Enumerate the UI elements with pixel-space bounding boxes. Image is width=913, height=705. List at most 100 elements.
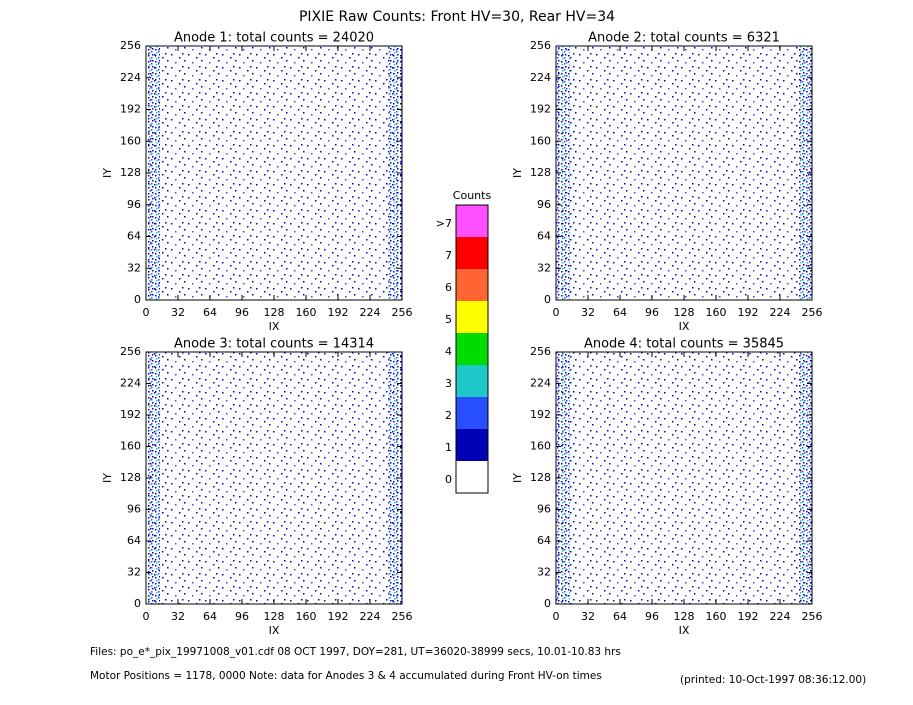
panel-title: Anode 2: total counts = 6321 xyxy=(588,31,780,46)
x-axis-label: IX xyxy=(269,624,280,637)
x-tick-label: 0 xyxy=(553,306,560,319)
footer-files: Files: po_e*_pix_19971008_v01.cdf 08 OCT… xyxy=(90,646,621,658)
x-tick-label: 224 xyxy=(360,306,381,319)
x-tick-label: 160 xyxy=(296,610,317,623)
y-tick-label: 256 xyxy=(530,39,551,52)
y-tick-label: 96 xyxy=(537,198,551,211)
footer-printed: (printed: 10-Oct-1997 08:36:12.00) xyxy=(680,674,866,686)
x-tick-label: 256 xyxy=(392,610,413,623)
x-tick-label: 160 xyxy=(296,306,317,319)
x-axis-label: IX xyxy=(679,320,690,333)
x-tick-label: 160 xyxy=(706,306,727,319)
y-tick-label: 160 xyxy=(120,134,141,147)
x-tick-label: 96 xyxy=(645,306,659,319)
x-tick-label: 96 xyxy=(645,610,659,623)
colorbar-label: 0 xyxy=(445,473,452,486)
y-tick-label: 32 xyxy=(127,566,141,579)
y-axis-label: IY xyxy=(511,473,524,483)
x-tick-label: 64 xyxy=(203,610,217,623)
y-tick-label: 32 xyxy=(127,261,141,274)
y-tick-label: 64 xyxy=(127,534,141,547)
colorbar-label: 2 xyxy=(445,409,452,422)
y-tick-label: 128 xyxy=(530,471,551,484)
footer-motor: Motor Positions = 1178, 0000 Note: data … xyxy=(90,670,602,682)
x-tick-label: 0 xyxy=(143,306,150,319)
x-tick-label: 32 xyxy=(581,306,595,319)
y-tick-label: 32 xyxy=(537,566,551,579)
x-tick-label: 64 xyxy=(613,610,627,623)
x-tick-label: 32 xyxy=(171,610,185,623)
y-tick-label: 256 xyxy=(120,345,141,358)
x-tick-label: 32 xyxy=(581,610,595,623)
y-tick-label: 224 xyxy=(530,377,551,390)
y-tick-label: 224 xyxy=(120,71,141,84)
x-tick-label: 128 xyxy=(674,306,695,319)
y-axis-label: IY xyxy=(511,168,524,178)
y-axis-label: IY xyxy=(101,168,114,178)
y-tick-label: 64 xyxy=(537,534,551,547)
color-swatch xyxy=(456,429,488,461)
heatmap-texture xyxy=(556,46,812,300)
x-tick-label: 192 xyxy=(328,306,349,319)
color-swatch xyxy=(456,205,488,237)
y-tick-label: 256 xyxy=(120,39,141,52)
y-tick-label: 224 xyxy=(120,377,141,390)
figure-title: PIXIE Raw Counts: Front HV=30, Rear HV=3… xyxy=(299,9,615,25)
color-swatch xyxy=(456,301,488,333)
x-tick-label: 64 xyxy=(203,306,217,319)
heatmap-texture xyxy=(146,46,402,300)
y-tick-label: 64 xyxy=(127,230,141,243)
x-tick-label: 224 xyxy=(770,610,791,623)
x-tick-label: 192 xyxy=(738,306,759,319)
colorbar-frame xyxy=(455,204,489,494)
x-tick-label: 192 xyxy=(328,610,349,623)
x-axis-label: IX xyxy=(269,320,280,333)
y-tick-label: 0 xyxy=(134,293,141,306)
x-axis-label: IX xyxy=(679,624,690,637)
y-tick-label: 128 xyxy=(120,471,141,484)
x-tick-label: 32 xyxy=(171,306,185,319)
color-swatch xyxy=(456,269,488,301)
y-tick-label: 160 xyxy=(120,440,141,453)
x-tick-label: 96 xyxy=(235,306,249,319)
y-tick-label: 96 xyxy=(127,198,141,211)
colorbar-label: >7 xyxy=(436,217,452,230)
colorbar-title: Counts xyxy=(453,189,492,202)
color-swatch xyxy=(456,333,488,365)
y-tick-label: 0 xyxy=(134,597,141,610)
color-swatch xyxy=(456,237,488,269)
heatmap-texture xyxy=(556,352,812,604)
colorbar-label: 1 xyxy=(445,441,452,454)
y-tick-label: 0 xyxy=(544,293,551,306)
x-tick-label: 160 xyxy=(706,610,727,623)
panel-title: Anode 3: total counts = 14314 xyxy=(174,337,374,352)
x-tick-label: 256 xyxy=(392,306,413,319)
x-tick-label: 224 xyxy=(360,610,381,623)
y-tick-label: 0 xyxy=(544,597,551,610)
colorbar-label: 5 xyxy=(445,313,452,326)
y-tick-label: 160 xyxy=(530,134,551,147)
y-tick-label: 32 xyxy=(537,261,551,274)
color-swatch xyxy=(456,397,488,429)
y-tick-label: 96 xyxy=(127,503,141,516)
x-tick-label: 256 xyxy=(802,610,823,623)
y-tick-label: 128 xyxy=(530,166,551,179)
panel-title: Anode 1: total counts = 24020 xyxy=(174,31,374,46)
y-tick-label: 128 xyxy=(120,166,141,179)
colorbar-label: 6 xyxy=(445,281,452,294)
y-axis-label: IY xyxy=(101,473,114,483)
x-tick-label: 192 xyxy=(738,610,759,623)
x-tick-label: 224 xyxy=(770,306,791,319)
colorbar-label: 4 xyxy=(445,345,452,358)
y-tick-label: 64 xyxy=(537,230,551,243)
y-tick-label: 192 xyxy=(530,103,551,116)
x-tick-label: 96 xyxy=(235,610,249,623)
y-tick-label: 96 xyxy=(537,503,551,516)
panel-title: Anode 4: total counts = 35845 xyxy=(584,337,784,352)
x-tick-label: 128 xyxy=(674,610,695,623)
x-tick-label: 256 xyxy=(802,306,823,319)
x-tick-label: 64 xyxy=(613,306,627,319)
y-tick-label: 192 xyxy=(120,103,141,116)
x-tick-label: 0 xyxy=(553,610,560,623)
